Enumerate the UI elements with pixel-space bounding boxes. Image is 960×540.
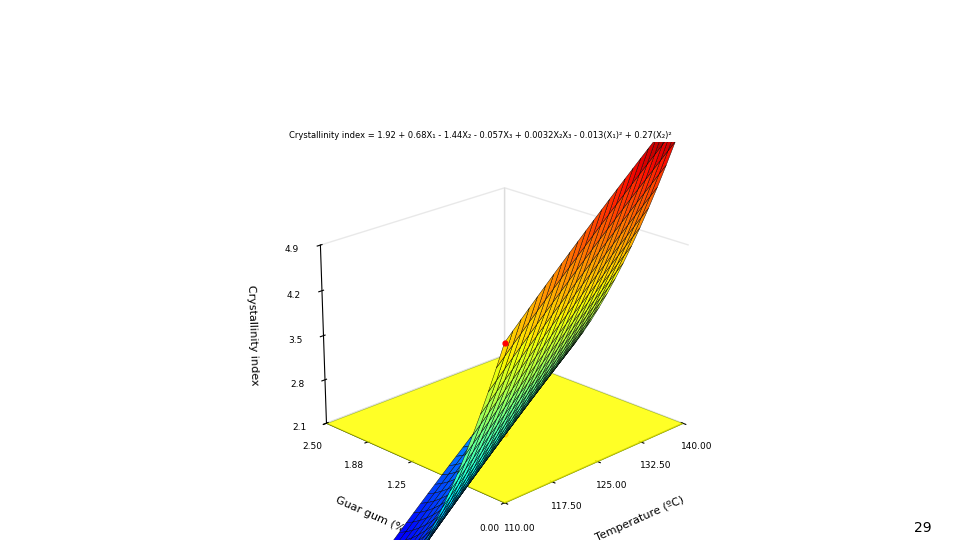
Text: Crystallinity indexes of extrudes samples (25%
moisture content): Crystallinity indexes of extrudes sample… [17,30,756,92]
X-axis label: Temperature (ºC): Temperature (ºC) [593,495,685,540]
Text: 29: 29 [914,521,931,535]
Y-axis label: Guar gum (%): Guar gum (%) [334,495,410,536]
Text: Crystallinity index = 1.92 + 0.68X₁ - 1.44X₂ - 0.057X₃ + 0.0032X₂X₃ - 0.013(X₁)²: Crystallinity index = 1.92 + 0.68X₁ - 1.… [289,131,671,140]
